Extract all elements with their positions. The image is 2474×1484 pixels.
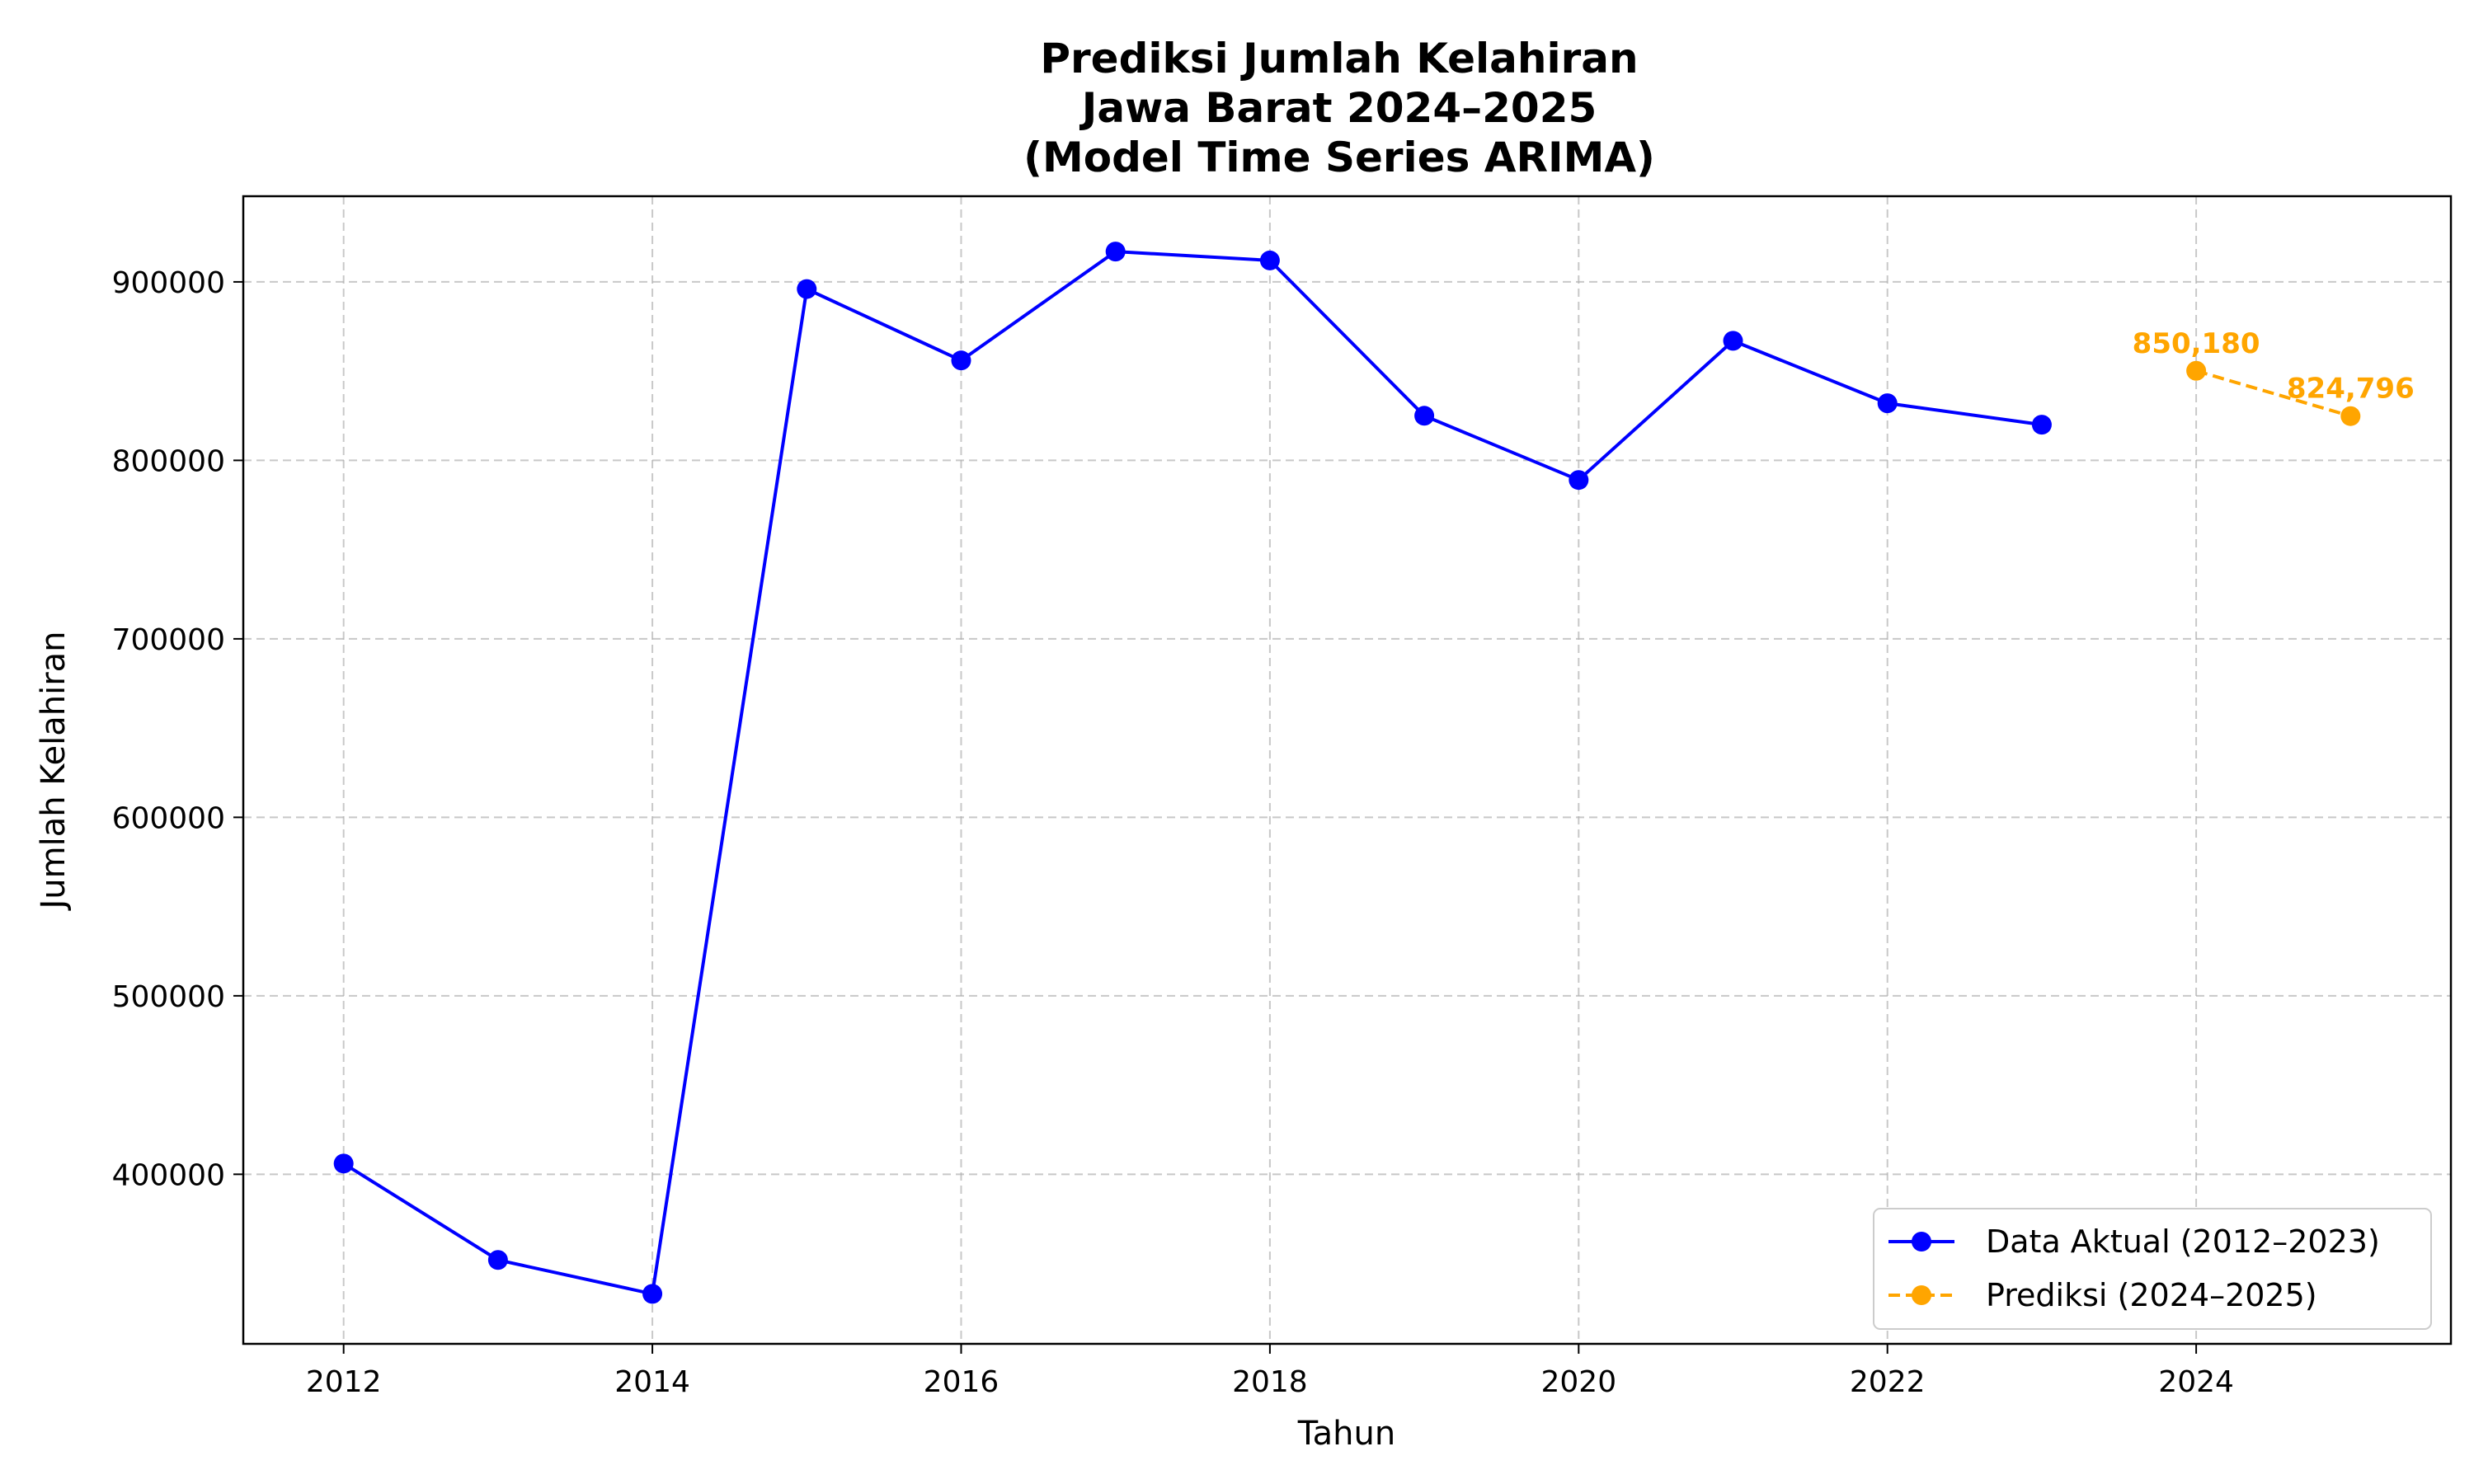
x-tick-label-6: 2024 bbox=[2158, 1365, 2234, 1399]
legend-label-actual: Data Aktual (2012–2023) bbox=[1986, 1223, 2380, 1260]
data-label-1-1: 824,796 bbox=[2287, 373, 2415, 406]
legend-label-prediction: Prediksi (2024–2025) bbox=[1986, 1277, 2317, 1313]
x-axis-label: Tahun bbox=[1297, 1415, 1395, 1453]
data-label-1-0: 850,180 bbox=[2133, 327, 2260, 360]
legend: Data Aktual (2012–2023) Prediksi (2024–2… bbox=[1873, 1208, 2432, 1330]
y-tick-label-4: 800000 bbox=[112, 444, 225, 478]
series-0-point-11 bbox=[2031, 415, 2052, 435]
series-0-point-4 bbox=[951, 350, 971, 371]
series-0-point-3 bbox=[797, 279, 817, 299]
series-0-point-9 bbox=[1723, 331, 1743, 351]
x-tick-label-1: 2014 bbox=[614, 1365, 690, 1399]
x-tick-label-5: 2022 bbox=[1850, 1365, 1926, 1399]
legend-frame bbox=[1873, 1208, 2432, 1330]
y-tick-label-2: 600000 bbox=[112, 801, 225, 835]
y-tick-label-1: 500000 bbox=[112, 980, 225, 1014]
series-1-point-0 bbox=[2186, 360, 2207, 381]
x-tick-label-3: 2018 bbox=[1232, 1365, 1308, 1399]
x-tick-label-4: 2020 bbox=[1540, 1365, 1616, 1399]
chart-title-line-3: (Model Time Series ARIMA) bbox=[1023, 134, 1655, 181]
y-tick-label-3: 700000 bbox=[112, 623, 225, 657]
series-0-point-7 bbox=[1414, 406, 1435, 426]
series-0-point-6 bbox=[1259, 250, 1280, 270]
plot-frame bbox=[242, 195, 2453, 1345]
axis-ticks: 2012 2014 2016 2018 2020 2022 2024 400000 500000… bbox=[112, 266, 2234, 1399]
chart-title-line-1: Prediksi Jumlah Kelahiran bbox=[1040, 35, 1638, 82]
chart-title-line-2: Jawa Barat 2024–2025 bbox=[1079, 84, 1597, 132]
series-0-point-8 bbox=[1569, 470, 1589, 491]
series-line-1 bbox=[2195, 369, 2351, 418]
chart-title: Prediksi Jumlah Kelahiran Jawa Barat 202… bbox=[1023, 35, 1655, 181]
y-tick-label-0: 400000 bbox=[112, 1158, 225, 1192]
x-tick-label-0: 2012 bbox=[306, 1365, 382, 1399]
y-tick-label-5: 900000 bbox=[112, 266, 225, 300]
legend-marker-actual bbox=[1912, 1232, 1931, 1252]
series-0-point-10 bbox=[1877, 393, 1898, 414]
series-0-point-0 bbox=[333, 1153, 354, 1174]
legend-marker-prediction bbox=[1912, 1285, 1931, 1305]
series-0-point-1 bbox=[487, 1250, 508, 1270]
grid-lines bbox=[243, 196, 2451, 1344]
series-1-point-1 bbox=[2340, 406, 2361, 426]
x-tick-label-2: 2016 bbox=[924, 1365, 999, 1399]
series-0-point-5 bbox=[1105, 242, 1126, 262]
y-axis-label: Jumlah Kelahiran bbox=[35, 631, 73, 911]
data-labels: 850,180 824,796 bbox=[2133, 327, 2415, 406]
series-0-point-2 bbox=[642, 1284, 663, 1304]
series-line-0 bbox=[342, 250, 2043, 1296]
data-series bbox=[333, 242, 2361, 1304]
